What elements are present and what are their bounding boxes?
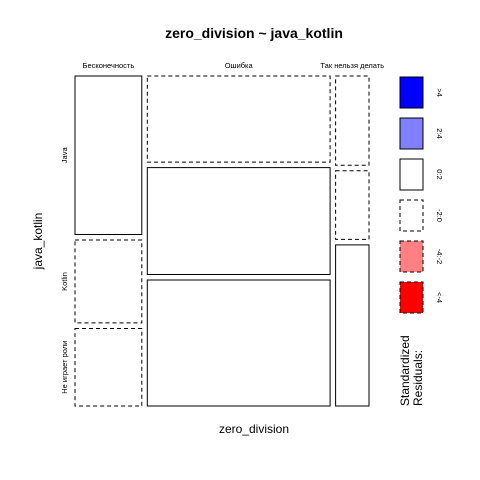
legend-swatch xyxy=(399,158,424,191)
legend-label: 2:4 xyxy=(435,128,444,138)
x-category-labels: Бесконечность Ошибка Так нельзя делать xyxy=(83,61,385,70)
mosaic-cell-item-1-item-2 xyxy=(146,279,331,407)
legend: >4 2:4 0:2 -2:0 -4:-2 <-4 StandardizedResidual… xyxy=(398,76,444,406)
legend-swatch xyxy=(399,281,424,314)
y-category-label: Не играет роли xyxy=(60,341,69,394)
legend-label: 0:2 xyxy=(435,169,444,179)
y-category-labels: Java Kotlin Не играет роли xyxy=(60,147,69,394)
x-axis-title: zero_division xyxy=(219,422,289,436)
y-axis-title: java_kotlin xyxy=(31,213,45,271)
legend-title: StandardizedResiduals: xyxy=(398,335,425,406)
x-category-label: Так нельзя делать xyxy=(320,61,384,70)
mosaic-cell-item-2-kotlin xyxy=(335,170,370,240)
mosaic-cells xyxy=(74,75,370,407)
mosaic-cell-item-2-java xyxy=(335,75,370,166)
chart-title: zero_division ~ java_kotlin xyxy=(165,25,343,41)
x-category-label: Бесконечность xyxy=(83,61,135,70)
mosaic-cell-item-1-java xyxy=(146,75,331,163)
legend-swatch xyxy=(399,240,424,273)
mosaic-cell-item-0-item-2 xyxy=(74,328,143,407)
legend-label: >4 xyxy=(435,88,444,97)
y-category-label: Kotlin xyxy=(60,272,69,291)
legend-label: -4:-2 xyxy=(435,249,444,264)
mosaic-cell-item-0-java xyxy=(74,75,143,235)
legend-label: <-4 xyxy=(435,292,444,303)
legend-swatch xyxy=(399,199,424,232)
mosaic-cell-item-2-item-2 xyxy=(335,244,370,407)
y-category-label: Java xyxy=(60,147,69,164)
legend-label: -2:0 xyxy=(435,209,444,222)
legend-swatch xyxy=(399,117,424,150)
mosaic-cell-item-0-kotlin xyxy=(74,239,143,324)
x-category-label: Ошибка xyxy=(225,61,254,70)
mosaic-cell-item-1-kotlin xyxy=(146,167,331,276)
legend-swatch xyxy=(399,76,424,109)
